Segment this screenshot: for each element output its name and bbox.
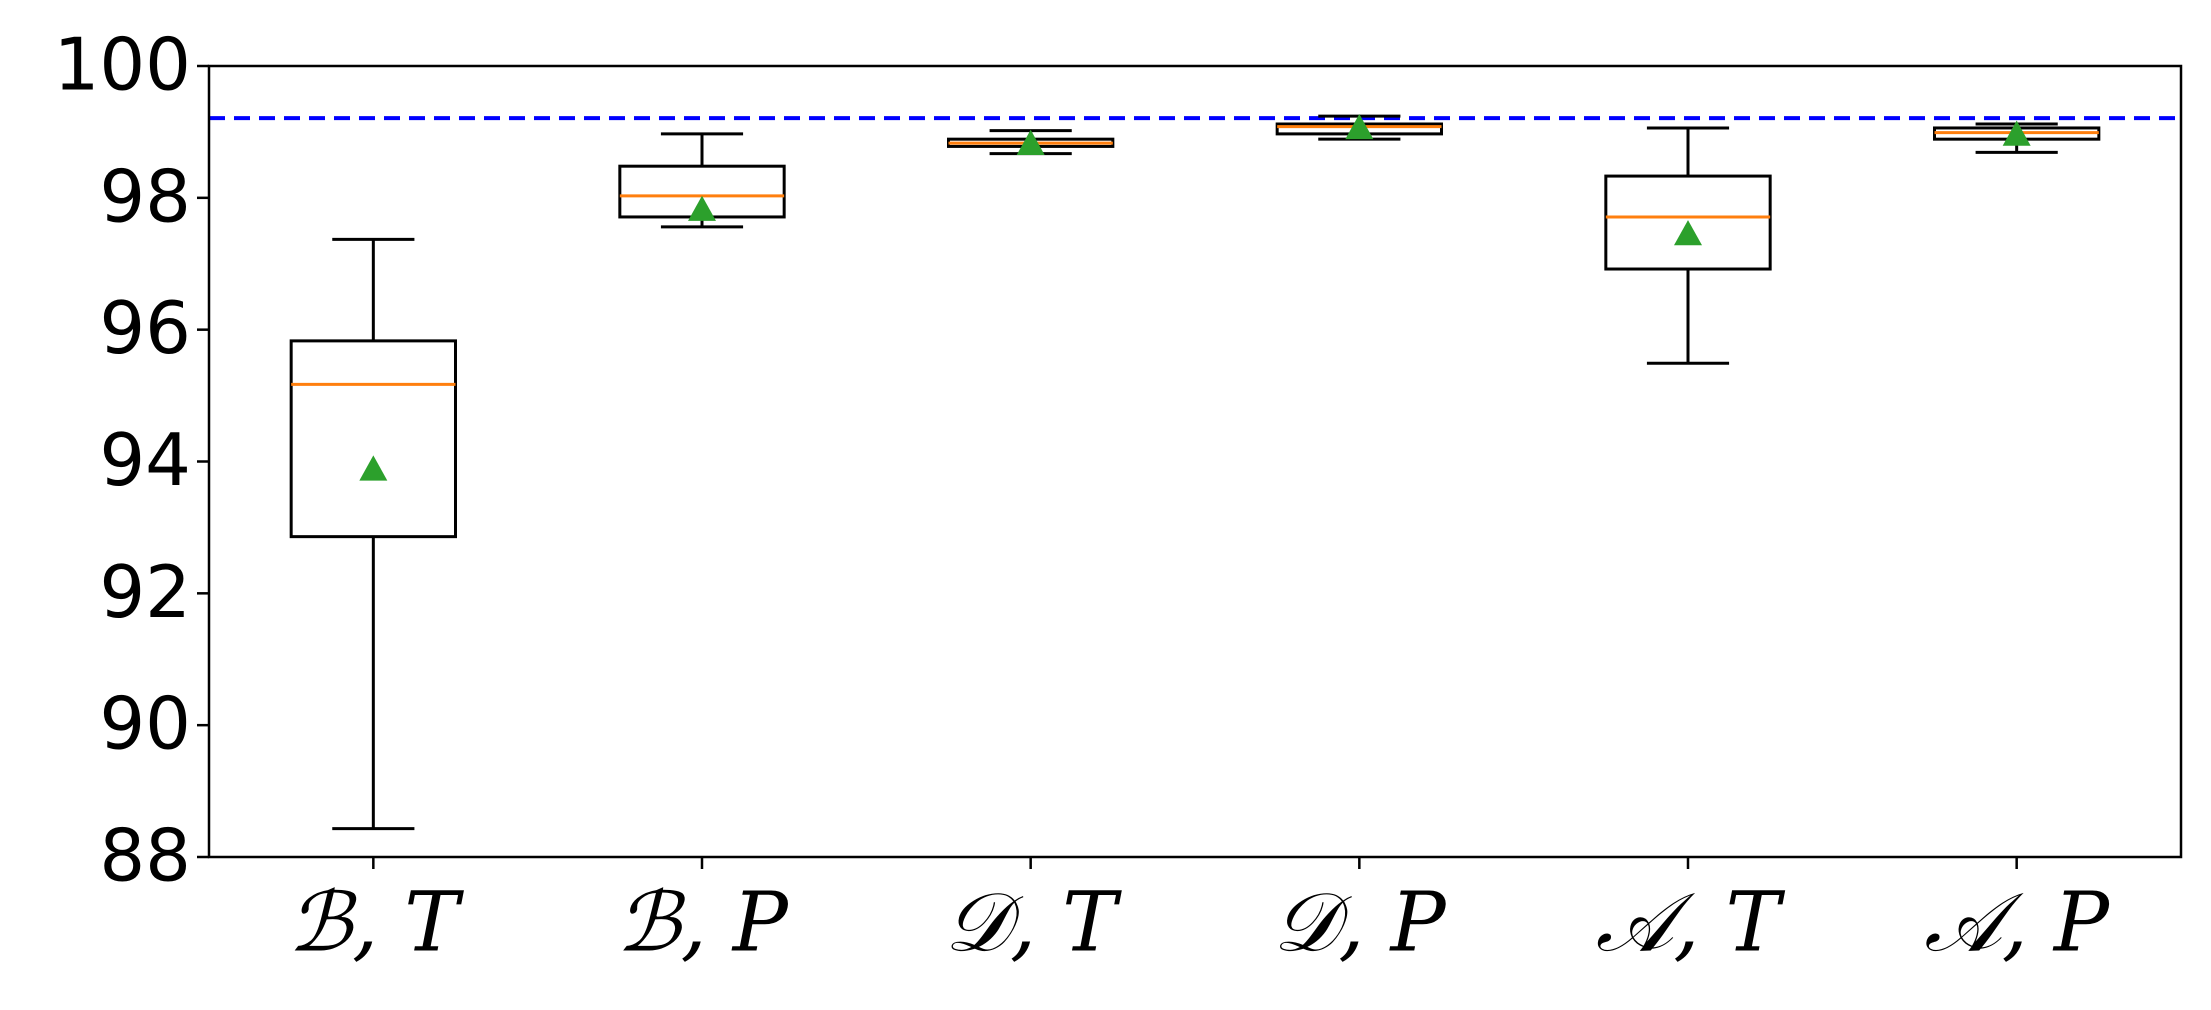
mean-marker (359, 455, 388, 481)
y-tick-label: 100 (54, 23, 191, 107)
box (289, 339, 457, 539)
mean-marker (688, 195, 716, 221)
mean-marker (1674, 220, 1702, 246)
x-tick-label: 𝒟, T (945, 876, 1123, 971)
x-tick-label: 𝒜, P (1924, 876, 2111, 971)
x-tick-label: 𝒟, P (1273, 876, 1448, 971)
x-tick-label: ℬ, P (616, 876, 790, 971)
mean-marker (2002, 120, 2031, 146)
y-tick-label: 90 (99, 682, 191, 766)
y-tick-label: 96 (99, 286, 191, 370)
plot-frame (207, 64, 2183, 859)
y-tick-label: 92 (99, 550, 191, 634)
y-tick-label: 98 (99, 154, 191, 238)
y-tick-label: 94 (99, 418, 191, 502)
y-tick-label: 88 (99, 814, 191, 898)
mean-marker (1345, 113, 1374, 140)
box (1604, 174, 1772, 271)
x-tick-label: 𝒜, T (1596, 876, 1786, 971)
mean-marker (1016, 129, 1045, 155)
x-tick-label: ℬ, T (288, 876, 465, 971)
